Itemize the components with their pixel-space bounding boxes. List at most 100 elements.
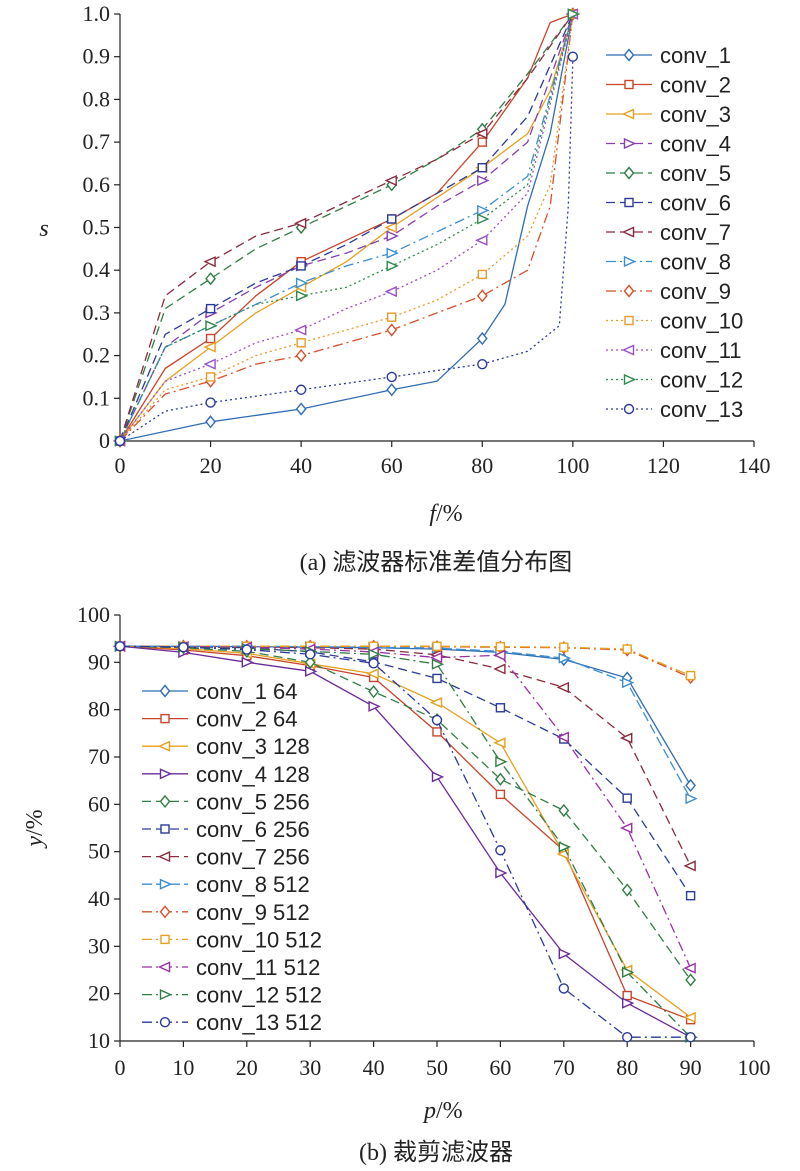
chart-b-point-conv_1-64	[685, 778, 697, 793]
chart-a-x-tick-label: 40	[290, 453, 312, 478]
chart-b-point-conv_7-256	[556, 681, 569, 694]
chart-b-x-tick-label: 60	[489, 1055, 511, 1080]
chart-b-point-conv_11-512	[683, 962, 696, 974]
chart-b-point-conv_7-256	[683, 860, 696, 872]
chart-a-point-conv_1	[205, 415, 216, 429]
chart-b-x-tick-label: 0	[115, 1055, 126, 1080]
chart-b-point-conv_13-512	[241, 644, 253, 655]
chart-a-caption: (a) 滤波器标准差值分布图	[300, 549, 573, 576]
chart-a-point-conv_10	[477, 269, 487, 280]
chart-a-legend-marker	[624, 197, 634, 208]
chart-b-point-conv_13-512	[114, 641, 126, 652]
chart-a-point-conv_7	[203, 256, 216, 268]
chart-b-line-conv_7-256	[119, 645, 692, 867]
chart-a-point-conv_9	[295, 348, 307, 363]
chart-b-point-conv_4-128	[305, 665, 318, 677]
chart-a-line-conv_2	[119, 13, 574, 442]
chart-b-point-conv_5-256	[621, 883, 633, 897]
chart-a-legend-entry: conv_10	[606, 309, 743, 334]
chart-b-point-conv_12-512	[622, 966, 635, 978]
chart-a-series-conv_11	[112, 8, 579, 447]
chart-a-y-tick-label: 0	[99, 428, 110, 453]
chart-b-point-conv_13-512	[685, 1032, 696, 1043]
chart-a-series	[112, 7, 581, 448]
chart-a-point-conv_12	[386, 260, 399, 272]
chart-b-legend-marker	[157, 851, 171, 863]
chart-a-y-axis-label: s	[39, 216, 48, 242]
chart-a-x-tick-label: 0	[115, 453, 126, 478]
chart-b-legend-label: conv_12 512	[196, 983, 322, 1008]
chart-a-point-conv_8	[477, 204, 490, 217]
chart-a-axes: 0 20 40 60 80 100 120 140 0 0.1 0.2 0.3 0.4 0.5 0.6 0.7…	[83, 1, 771, 478]
chart-a-point-conv_9	[476, 289, 488, 303]
chart-b-legend-entry: conv_13 512	[142, 1010, 322, 1035]
chart-a-legend-entry: conv_11	[606, 338, 742, 363]
chart-a-legend-entry: conv_12	[606, 368, 743, 393]
chart-b-legend-label: conv_4 128	[196, 762, 310, 787]
chart-a: 0 20 40 60 80 100 120 140 0 0.1 0.2 0.3 0.4 0.5 0.6 0.7…	[39, 1, 770, 576]
chart-a-point-conv_6	[387, 214, 397, 224]
chart-b-point-conv_6-256	[685, 890, 696, 901]
chart-a-x-tick-label: 60	[381, 453, 403, 478]
chart-b-point-conv_13-512	[622, 1032, 633, 1043]
chart-a-point-conv_8	[386, 247, 399, 259]
chart-a-legend-entry: conv_5	[606, 161, 731, 186]
chart-b-line-conv_10-512	[120, 645, 691, 677]
chart-a-point-conv_12	[205, 320, 218, 332]
chart-a-y-tick-label: 0.8	[83, 86, 111, 111]
chart-b-point-conv_11-512	[493, 649, 506, 661]
chart-a-legend: conv_1 conv_2 conv_3 conv_4 conv_5 conv_6conv…	[606, 43, 743, 422]
chart-b-point-conv_2-64	[495, 789, 506, 800]
chart-b-y-tick-label: 80	[88, 697, 110, 722]
chart-b-legend-marker	[159, 768, 173, 780]
chart-b-legend-entry: conv_6 256	[142, 817, 310, 842]
chart-a-point-conv_3	[384, 221, 397, 234]
chart-b-legend-entry: conv_1 64	[142, 679, 298, 704]
chart-a-legend-marker	[623, 48, 635, 62]
chart-a-series-conv_3	[112, 8, 579, 447]
chart-a-series-conv_13	[114, 51, 579, 447]
chart-a-line-conv_1	[119, 13, 574, 442]
chart-a-legend-label: conv_6	[660, 191, 731, 216]
chart-a-y-tick-label: 0.5	[83, 215, 111, 240]
chart-a-legend-marker	[623, 137, 637, 150]
chart-b-line-conv_4-128	[119, 645, 691, 1038]
chart-a-legend-entry: conv_9	[606, 279, 731, 304]
chart-b-legend-marker	[159, 794, 171, 809]
chart-a-line-conv_4	[119, 13, 574, 442]
chart-b: 0 10 20 30 40 50 60 70 80 90 100102030405060708090…	[22, 602, 771, 1166]
chart-b-legend-marker	[157, 961, 171, 973]
chart-b-caption: (b) 裁剪滤波器	[359, 1139, 513, 1166]
chart-b-line-conv_6-256	[119, 645, 692, 897]
chart-a-legend-marker	[623, 403, 635, 415]
chart-b-x-tick-label: 20	[236, 1055, 258, 1080]
chart-b-legend-marker	[160, 713, 170, 724]
chart-a-series-conv_12	[114, 8, 581, 447]
chart-a-point-conv_12	[477, 213, 490, 225]
chart-b-x-tick-label: 70	[553, 1055, 575, 1080]
chart-a-point-conv_2	[205, 333, 216, 344]
chart-b-legend-label: conv_13 512	[196, 1010, 322, 1035]
chart-b-point-conv_10-512	[559, 642, 569, 652]
chart-b-legend-marker	[159, 989, 173, 1001]
chart-a-point-conv_9	[386, 323, 398, 337]
chart-b-point-conv_10-512	[685, 670, 696, 681]
chart-a-point-conv_11	[475, 234, 488, 246]
chart-b-point-conv_6-256	[622, 793, 632, 803]
chart-b-legend-label: conv_9 512	[196, 900, 310, 925]
chart-a-legend-label: conv_4	[660, 132, 731, 157]
chart-b-point-conv_11-512	[429, 652, 443, 664]
chart-b-legend-label: conv_10 512	[196, 927, 322, 952]
chart-a-series-conv_9	[114, 7, 579, 448]
chart-b-legend-label: conv_1 64	[196, 679, 298, 704]
chart-b-y-tick-label: 50	[88, 839, 110, 864]
chart-a-line-conv_6	[119, 13, 574, 442]
chart-b-y-tick-label: 60	[88, 791, 110, 816]
chart-a-point-conv_11	[203, 358, 216, 370]
chart-a-point-conv_10	[205, 372, 216, 382]
chart-b-legend-label: conv_11 512	[196, 955, 320, 980]
chart-b-y-tick-label: 10	[88, 1028, 110, 1053]
chart-b-legend-entry: conv_3 128	[142, 734, 310, 759]
chart-a-line-conv_5	[119, 13, 574, 442]
chart-a-series-conv_10	[115, 9, 578, 446]
